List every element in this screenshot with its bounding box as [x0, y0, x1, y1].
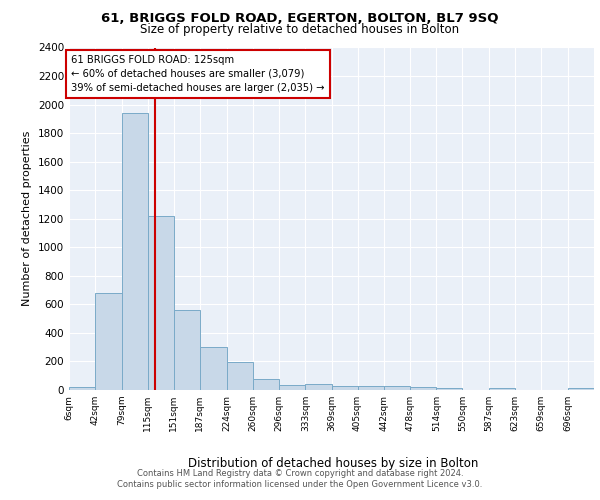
Text: Size of property relative to detached houses in Bolton: Size of property relative to detached ho…	[140, 22, 460, 36]
Bar	[305, 384, 331, 390]
Bar	[568, 388, 594, 390]
Bar	[227, 362, 253, 390]
Bar	[253, 378, 279, 390]
Bar	[410, 387, 436, 390]
Y-axis label: Number of detached properties: Number of detached properties	[22, 131, 32, 306]
Bar	[122, 113, 148, 390]
Text: Distribution of detached houses by size in Bolton: Distribution of detached houses by size …	[188, 458, 478, 470]
Bar	[174, 310, 200, 390]
Text: 61 BRIGGS FOLD ROAD: 125sqm
← 60% of detached houses are smaller (3,079)
39% of : 61 BRIGGS FOLD ROAD: 125sqm ← 60% of det…	[71, 54, 325, 92]
Bar	[331, 386, 358, 390]
Bar	[95, 293, 122, 390]
Text: 61, BRIGGS FOLD ROAD, EGERTON, BOLTON, BL7 9SQ: 61, BRIGGS FOLD ROAD, EGERTON, BOLTON, B…	[101, 12, 499, 26]
Bar	[436, 388, 463, 390]
Text: Contains HM Land Registry data © Crown copyright and database right 2024.: Contains HM Land Registry data © Crown c…	[137, 468, 463, 477]
Bar	[69, 387, 95, 390]
Bar	[200, 347, 227, 390]
Bar	[384, 386, 410, 390]
Bar	[489, 388, 515, 390]
Bar	[148, 216, 174, 390]
Bar	[279, 385, 305, 390]
Bar	[358, 386, 384, 390]
Text: Contains public sector information licensed under the Open Government Licence v3: Contains public sector information licen…	[118, 480, 482, 489]
